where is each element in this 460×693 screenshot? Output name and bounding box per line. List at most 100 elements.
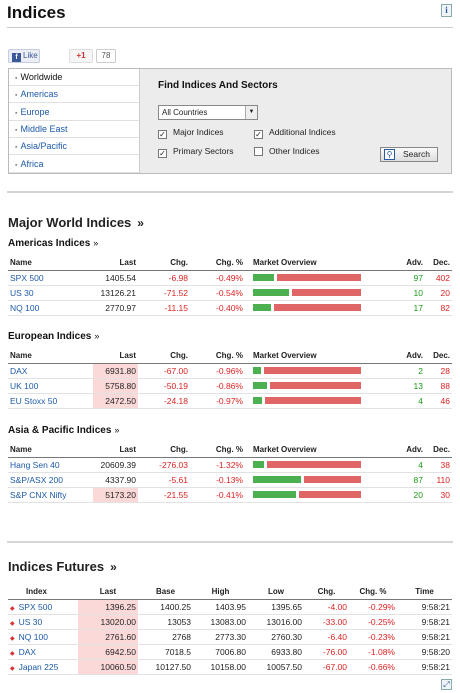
change-value: -6.40 (304, 629, 349, 645)
column-header: Adv. (395, 255, 425, 271)
section-title-indices-futures[interactable]: Indices Futures » (8, 559, 117, 574)
group-title-text: Asia & Pacific Indices (8, 425, 112, 436)
bullet-icon: ▪ (15, 75, 18, 82)
checkbox-box: ✓ (158, 149, 167, 158)
declines-count: 82 (425, 300, 452, 316)
checkbox-other-indices[interactable]: Other Indices (254, 146, 320, 156)
declines-count: 402 (425, 270, 452, 286)
change-value: -67.00 (138, 363, 190, 379)
low-value: 2760.30 (248, 629, 304, 645)
advance-bar (253, 289, 289, 296)
info-icon[interactable]: i (441, 4, 452, 17)
time-value: 9:58:21 (397, 659, 452, 675)
bullet-icon: ▪ (15, 161, 18, 169)
column-header: Last (93, 442, 138, 458)
divider (7, 541, 453, 543)
table-row: SPX 500 1405.54 -6.98 -0.49% 97 402 (8, 270, 452, 286)
index-name-link[interactable]: NQ 100 (8, 300, 93, 316)
low-value: 6933.80 (248, 644, 304, 660)
region-item-label: Africa (20, 158, 44, 169)
column-header: Market Overview (245, 255, 395, 271)
index-name-link[interactable]: S&P/ASX 200 (8, 472, 93, 488)
future-name-link[interactable]: SPX 500 (18, 601, 53, 612)
checkbox-label: Other Indices (269, 146, 320, 156)
market-overview-bar (253, 397, 393, 404)
checkbox-major-indices[interactable]: ✓ Major Indices (158, 127, 224, 139)
checkbox-box: ✓ (254, 130, 263, 139)
decline-bar (265, 397, 361, 404)
base-value: 10127.50 (138, 659, 193, 675)
declines-count: 46 (425, 393, 452, 409)
change-percent: -0.96% (190, 363, 245, 379)
checkbox-label: Major Indices (173, 127, 224, 137)
market-overview-bar (253, 274, 393, 281)
change-percent: -0.29% (349, 599, 397, 615)
region-item-worldwide[interactable]: ▪ Worldwide (9, 69, 139, 86)
index-name-link[interactable]: UK 100 (8, 378, 93, 394)
checkbox-additional-indices[interactable]: ✓ Additional Indices (254, 127, 336, 139)
last-value: 2472.50 (93, 393, 138, 409)
checkbox-label: Additional Indices (269, 127, 336, 137)
country-select-value: All Countries (162, 108, 208, 117)
table-row: ◆ US 30 13020.00 13053 13083.00 13016.00 -33.0… (8, 614, 452, 630)
last-value: 4337.90 (93, 472, 138, 488)
google-plus-button[interactable]: +1 (69, 49, 93, 63)
table-row: ◆ DAX 6942.50 7018.5 7006.80 6933.80 -76.00 -1.… (8, 644, 452, 660)
region-item-label: Americas (20, 89, 58, 100)
section-title-text: Major World Indices (8, 215, 132, 230)
change-value: -5.61 (138, 472, 190, 488)
divider (7, 191, 453, 193)
advance-bar (253, 397, 262, 404)
search-button[interactable]: ⚲ Search (380, 147, 438, 162)
market-overview-bar (253, 461, 393, 468)
future-name-cell: ◆ SPX 500 (8, 599, 78, 615)
column-header: Name (8, 255, 93, 271)
region-item-label: Asia/Pacific (20, 141, 68, 152)
bullet-icon: ▪ (15, 92, 18, 100)
future-name-cell: ◆ Japan 225 (8, 659, 78, 675)
region-item-middle-east[interactable]: ▪ Middle East (9, 121, 139, 138)
advances-count: 13 (395, 378, 425, 394)
last-value: 1405.54 (93, 270, 138, 286)
index-name-link[interactable]: US 30 (8, 285, 93, 301)
future-name-link[interactable]: NQ 100 (18, 631, 48, 642)
index-name-link[interactable]: SPX 500 (8, 270, 93, 286)
market-overview-cell (245, 487, 395, 503)
change-percent: -0.49% (190, 270, 245, 286)
column-header: Time (397, 584, 452, 600)
last-value: 2761.60 (78, 629, 138, 645)
index-name-link[interactable]: EU Stoxx 50 (8, 393, 93, 409)
market-overview-cell (245, 363, 395, 379)
group-title[interactable]: Americas Indices» (8, 238, 98, 249)
facebook-like-button[interactable]: f Like (8, 49, 40, 63)
table-row: EU Stoxx 50 2472.50 -24.18 -0.97% 4 46 (8, 393, 452, 409)
region-item-europe[interactable]: ▪ Europe (9, 104, 139, 121)
market-overview-cell (245, 378, 395, 394)
checkbox-primary-sectors[interactable]: ✓ Primary Sectors (158, 146, 233, 158)
market-overview-bar (253, 491, 393, 498)
section-title-major-world-indices[interactable]: Major World Indices » (8, 215, 144, 230)
region-item-africa[interactable]: ▪ Africa (9, 156, 139, 173)
group-title[interactable]: European Indices» (8, 331, 99, 342)
advance-bar (253, 491, 296, 498)
low-value: 1395.65 (248, 599, 304, 615)
future-name-link[interactable]: Japan 225 (18, 661, 59, 672)
raquo-icon: » (94, 331, 100, 341)
index-name-link[interactable]: DAX (8, 363, 93, 379)
region-item-asia-pacific[interactable]: ▪ Asia/Pacific (9, 138, 139, 156)
future-name-link[interactable]: DAX (18, 646, 37, 657)
future-name-link[interactable]: US 30 (18, 616, 43, 627)
group-title[interactable]: Asia & Pacific Indices» (8, 425, 119, 436)
change-value: -67.00 (304, 659, 349, 675)
high-value: 2773.30 (193, 629, 248, 645)
group-title-text: European Indices (8, 331, 92, 342)
region-item-americas[interactable]: ▪ Americas (9, 86, 139, 104)
expand-icon[interactable]: ⤢ (441, 679, 452, 690)
country-select[interactable]: All Countries ▼ (158, 105, 258, 120)
index-name-link[interactable]: S&P CNX Nifty (8, 487, 93, 503)
table-row: US 30 13126.21 -71.52 -0.54% 10 20 (8, 285, 452, 301)
advance-bar (253, 382, 267, 389)
index-name-link[interactable]: Hang Sen 40 (8, 457, 93, 473)
market-overview-cell (245, 270, 395, 286)
future-name-cell: ◆ US 30 (8, 614, 78, 630)
